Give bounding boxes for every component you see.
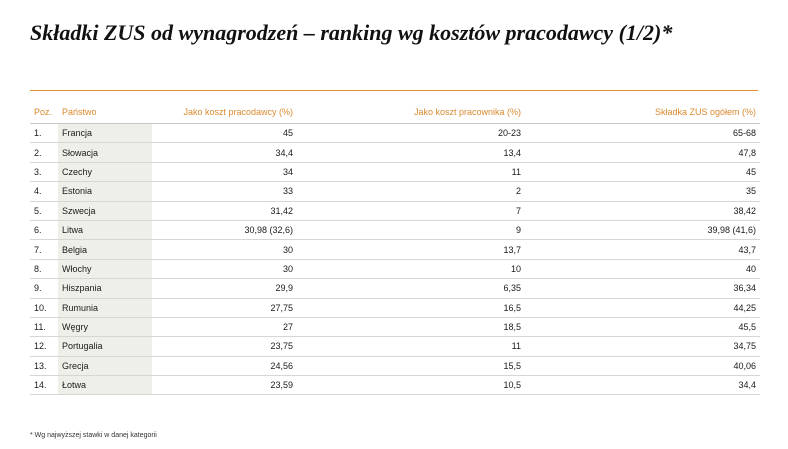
table-row: 12. Portugalia 23,75 11 34,75 <box>30 336 760 357</box>
cell-employee-cost: 2 <box>297 181 525 202</box>
cell-employer-cost: 30 <box>152 259 297 280</box>
cell-total-contribution: 40 <box>525 259 760 280</box>
cell-employer-cost: 30 <box>152 239 297 260</box>
zus-ranking-table: Poz. Państwo Jako koszt pracodawcy (%) J… <box>30 100 760 396</box>
table-row: 7. Belgia 30 13,7 43,7 <box>30 239 760 260</box>
cell-employee-cost: 16,5 <box>297 298 525 318</box>
cell-employer-cost: 45 <box>152 123 297 144</box>
cell-employee-cost: 13,4 <box>297 142 525 163</box>
cell-employer-cost: 27,75 <box>152 298 297 318</box>
cell-country: Grecja <box>58 356 152 377</box>
cell-country: Hiszpania <box>58 278 152 299</box>
cell-country: Portugalia <box>58 336 152 357</box>
cell-position: 5. <box>30 201 58 221</box>
cell-employee-cost: 20-23 <box>297 123 525 144</box>
cell-employee-cost: 6,35 <box>297 278 525 299</box>
cell-total-contribution: 65-68 <box>525 123 760 144</box>
cell-total-contribution: 34,75 <box>525 336 760 357</box>
cell-employer-cost: 34,4 <box>152 142 297 163</box>
cell-employee-cost: 11 <box>297 162 525 183</box>
cell-total-contribution: 45 <box>525 162 760 183</box>
table-row: 6. Litwa 30,98 (32,6) 9 39,98 (41,6) <box>30 220 760 241</box>
cell-total-contribution: 45,5 <box>525 317 760 338</box>
cell-position: 11. <box>30 317 58 338</box>
cell-employee-cost: 10,5 <box>297 375 525 396</box>
cell-total-contribution: 34,4 <box>525 375 760 396</box>
header-total-contribution: Składka ZUS ogółem (%) <box>525 100 760 124</box>
cell-country: Belgia <box>58 239 152 260</box>
cell-country: Rumunia <box>58 298 152 318</box>
page-title: Składki ZUS od wynagrodzeń – ranking wg … <box>30 20 673 45</box>
cell-position: 3. <box>30 162 58 183</box>
table-row: 11. Węgry 27 18,5 45,5 <box>30 317 760 338</box>
cell-employer-cost: 23,59 <box>152 375 297 396</box>
cell-employer-cost: 31,42 <box>152 201 297 221</box>
table-row: 5. Szwecja 31,42 7 38,42 <box>30 201 760 221</box>
cell-position: 1. <box>30 123 58 144</box>
cell-position: 13. <box>30 356 58 377</box>
header-country: Państwo <box>58 100 152 124</box>
table-row: 10. Rumunia 27,75 16,5 44,25 <box>30 298 760 318</box>
cell-position: 10. <box>30 298 58 318</box>
cell-total-contribution: 35 <box>525 181 760 202</box>
cell-total-contribution: 36,34 <box>525 278 760 299</box>
header-employer-cost: Jako koszt pracodawcy (%) <box>152 100 297 124</box>
table-row: 4. Estonia 33 2 35 <box>30 181 760 202</box>
table-header-row: Poz. Państwo Jako koszt pracodawcy (%) J… <box>30 100 760 124</box>
table-row: 9. Hiszpania 29,9 6,35 36,34 <box>30 278 760 299</box>
cell-country: Węgry <box>58 317 152 338</box>
cell-employer-cost: 34 <box>152 162 297 183</box>
table-row: 1. Francja 45 20-23 65-68 <box>30 123 760 144</box>
cell-total-contribution: 40,06 <box>525 356 760 377</box>
table-row: 14. Łotwa 23,59 10,5 34,4 <box>30 375 760 396</box>
table-row: 2. Słowacja 34,4 13,4 47,8 <box>30 142 760 163</box>
cell-position: 9. <box>30 278 58 299</box>
footnote: * Wg najwyższej stawki w danej kategorii <box>30 432 157 439</box>
title-divider <box>30 90 758 91</box>
cell-country: Łotwa <box>58 375 152 396</box>
cell-country: Czechy <box>58 162 152 183</box>
cell-employer-cost: 30,98 (32,6) <box>152 220 297 241</box>
cell-employer-cost: 29,9 <box>152 278 297 299</box>
cell-total-contribution: 39,98 (41,6) <box>525 220 760 241</box>
cell-position: 8. <box>30 259 58 280</box>
cell-country: Estonia <box>58 181 152 202</box>
cell-employee-cost: 10 <box>297 259 525 280</box>
cell-country: Francja <box>58 123 152 144</box>
cell-total-contribution: 44,25 <box>525 298 760 318</box>
cell-total-contribution: 47,8 <box>525 142 760 163</box>
cell-position: 7. <box>30 239 58 260</box>
cell-employee-cost: 7 <box>297 201 525 221</box>
cell-total-contribution: 38,42 <box>525 201 760 221</box>
cell-employer-cost: 23,75 <box>152 336 297 357</box>
cell-employee-cost: 13,7 <box>297 239 525 260</box>
cell-employee-cost: 9 <box>297 220 525 241</box>
cell-total-contribution: 43,7 <box>525 239 760 260</box>
cell-employee-cost: 11 <box>297 336 525 357</box>
table-body: 1. Francja 45 20-23 65-68 2. Słowacja 34,4 13,4 4… <box>30 123 760 396</box>
cell-position: 6. <box>30 220 58 241</box>
cell-employee-cost: 15,5 <box>297 356 525 377</box>
table-row: 3. Czechy 34 11 45 <box>30 162 760 183</box>
cell-position: 2. <box>30 142 58 163</box>
table-row: 8. Włochy 30 10 40 <box>30 259 760 280</box>
header-employee-cost: Jako koszt pracownika (%) <box>297 100 525 124</box>
cell-employee-cost: 18,5 <box>297 317 525 338</box>
cell-employer-cost: 24,56 <box>152 356 297 377</box>
cell-country: Litwa <box>58 220 152 241</box>
cell-position: 12. <box>30 336 58 357</box>
cell-position: 14. <box>30 375 58 396</box>
cell-position: 4. <box>30 181 58 202</box>
cell-employer-cost: 33 <box>152 181 297 202</box>
cell-country: Słowacja <box>58 142 152 163</box>
cell-country: Włochy <box>58 259 152 280</box>
cell-country: Szwecja <box>58 201 152 221</box>
header-position: Poz. <box>30 100 58 124</box>
cell-employer-cost: 27 <box>152 317 297 338</box>
table-row: 13. Grecja 24,56 15,5 40,06 <box>30 356 760 377</box>
